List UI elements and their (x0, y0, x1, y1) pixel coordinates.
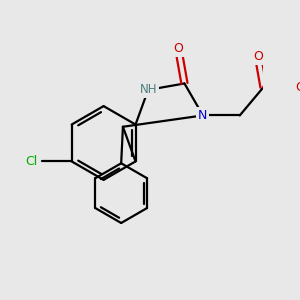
Text: NH: NH (140, 83, 157, 96)
Text: O: O (173, 43, 183, 56)
Text: O: O (296, 81, 300, 94)
Text: Cl: Cl (25, 155, 37, 168)
Text: N: N (198, 109, 208, 122)
Text: O: O (253, 50, 263, 63)
